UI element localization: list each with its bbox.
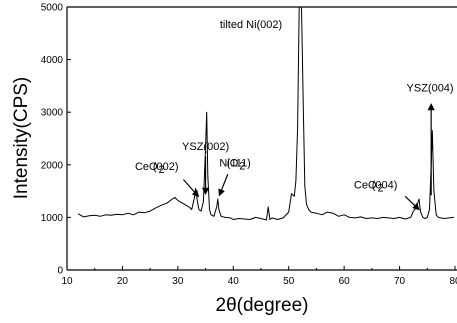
- annotation-arrows: [182, 103, 435, 211]
- peak-label: CeO: [135, 161, 158, 173]
- series-layer: [77, 6, 454, 221]
- x-tick-label: 30: [172, 276, 184, 287]
- axis-ticks: 10 20 30 40 50 60 70 80 0 1000 2000 3000 4000 5000: [41, 3, 457, 288]
- peak-label: (002): [153, 161, 179, 173]
- peak-label: (111): [227, 157, 251, 169]
- xrd-pattern-line: [77, 6, 454, 221]
- label-subscript: 2: [239, 160, 245, 172]
- x-tick-label: 40: [228, 276, 240, 287]
- x-tick-label: 60: [339, 276, 351, 287]
- y-tick-label: 3000: [41, 108, 64, 119]
- annotation-layer: tilted Ni(002)YSZ(002)NiO 2(111)YSZ(004)C…: [135, 19, 454, 194]
- arrow-ceo2-002: [182, 179, 200, 198]
- peak-label: YSZ(002): [182, 141, 229, 153]
- x-tick-label: 20: [117, 276, 129, 287]
- peak-label: tilted Ni(002): [220, 19, 282, 31]
- y-tick-label: 4000: [41, 55, 64, 66]
- x-tick-label: 50: [283, 276, 295, 287]
- y-tick-label: 2000: [41, 160, 64, 171]
- arrow-ceo2-004: [404, 195, 420, 211]
- x-axis-title: 2θ(degree): [216, 295, 309, 316]
- plot-axes: [66, 6, 457, 271]
- peak-label: NiO: [219, 157, 238, 169]
- peak-label: YSZ(004): [407, 83, 454, 95]
- y-axis-title: Intensity(CPS): [11, 77, 32, 199]
- x-tick-label: 80: [449, 276, 457, 287]
- y-tick-label: 0: [57, 266, 63, 277]
- y-tick-label: 1000: [41, 213, 64, 224]
- peak-label: (004): [372, 179, 398, 191]
- y-tick-label: 5000: [41, 3, 64, 14]
- peak-label: CeO: [354, 179, 377, 191]
- label-subscript: 2: [377, 182, 383, 194]
- arrow-nio-111: [218, 174, 229, 197]
- x-tick-label: 70: [394, 276, 406, 287]
- x-tick-label: 10: [61, 276, 73, 287]
- label-subscript: 2: [159, 164, 165, 176]
